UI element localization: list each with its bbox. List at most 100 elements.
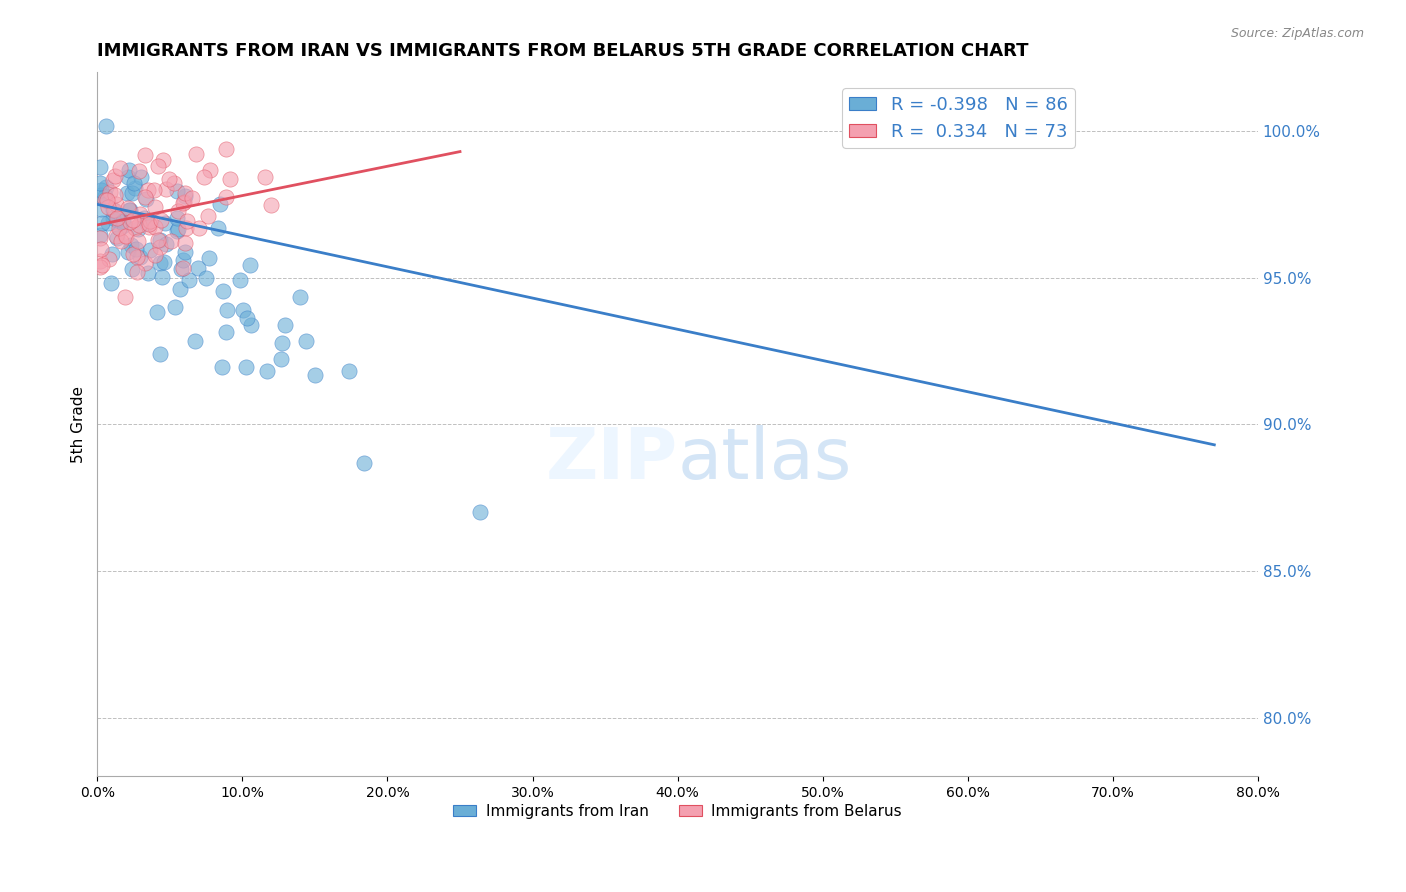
Point [146, 305, 169, 319]
Point [125, 242, 148, 256]
Point [93, 189, 115, 203]
Point [153, 254, 176, 268]
Point [155, 216, 177, 230]
Point [353, 456, 375, 470]
Point [127, 234, 149, 248]
Point [208, 197, 231, 211]
Point [157, 172, 180, 186]
Point [239, 318, 262, 333]
Point [138, 217, 160, 231]
Point [97, 216, 120, 230]
Point [337, 364, 360, 378]
Point [117, 245, 139, 260]
Point [117, 186, 139, 201]
Text: IMMIGRANTS FROM IRAN VS IMMIGRANTS FROM BELARUS 5TH GRADE CORRELATION CHART: IMMIGRANTS FROM IRAN VS IMMIGRANTS FROM … [97, 42, 1029, 60]
Point [155, 181, 177, 195]
Point [121, 261, 143, 276]
Point [135, 192, 157, 206]
Point [270, 351, 292, 366]
Point [174, 220, 197, 235]
Text: atlas: atlas [678, 425, 852, 494]
Point [176, 214, 198, 228]
Point [127, 265, 149, 279]
Point [110, 234, 132, 248]
Point [129, 169, 152, 184]
Point [166, 224, 188, 238]
Point [127, 222, 149, 236]
Point [235, 359, 257, 374]
Point [108, 220, 131, 235]
Point [93, 193, 115, 207]
Legend: Immigrants from Iran, Immigrants from Belarus: Immigrants from Iran, Immigrants from Be… [447, 797, 908, 825]
Point [173, 194, 195, 209]
Point [115, 229, 138, 244]
Point [197, 251, 219, 265]
Point [211, 284, 233, 298]
Point [124, 176, 146, 190]
Point [195, 271, 218, 285]
Point [149, 212, 172, 227]
Point [173, 189, 195, 203]
Point [104, 197, 127, 211]
Point [89, 254, 111, 268]
Point [105, 211, 128, 226]
Point [89, 231, 111, 245]
Point [122, 247, 145, 261]
Point [143, 219, 166, 234]
Point [304, 368, 326, 383]
Point [211, 360, 233, 375]
Point [148, 233, 170, 247]
Point [89, 260, 111, 275]
Point [104, 169, 127, 184]
Point [90, 188, 112, 202]
Point [111, 214, 134, 228]
Point [177, 272, 200, 286]
Point [105, 213, 128, 227]
Text: Source: ZipAtlas.com: Source: ZipAtlas.com [1230, 27, 1364, 40]
Point [236, 311, 259, 326]
Point [89, 227, 111, 242]
Point [94, 119, 117, 133]
Point [294, 334, 316, 349]
Point [193, 170, 215, 185]
Point [89, 161, 111, 175]
Point [468, 505, 491, 519]
Point [166, 184, 188, 198]
Point [290, 290, 312, 304]
Point [136, 183, 159, 197]
Point [90, 183, 112, 197]
Point [149, 233, 172, 247]
Point [163, 176, 186, 190]
Point [117, 203, 139, 218]
Point [134, 148, 156, 162]
Point [146, 159, 169, 173]
Point [270, 336, 292, 351]
Point [229, 273, 252, 287]
Point [215, 302, 238, 317]
Point [163, 300, 186, 314]
Point [100, 276, 122, 290]
Point [128, 218, 150, 232]
Point [105, 231, 128, 245]
Point [114, 228, 136, 243]
Point [232, 302, 254, 317]
Point [254, 169, 277, 184]
Point [91, 258, 114, 272]
Point [142, 183, 165, 197]
Point [108, 221, 131, 235]
Point [101, 202, 124, 217]
Point [98, 185, 121, 199]
Point [274, 318, 297, 332]
Point [134, 190, 156, 204]
Point [218, 172, 240, 186]
Point [166, 211, 188, 225]
Point [149, 240, 172, 254]
Point [174, 245, 197, 260]
Point [256, 363, 278, 377]
Point [172, 253, 194, 268]
Point [167, 221, 190, 235]
Point [138, 219, 160, 234]
Point [124, 180, 146, 194]
Point [136, 266, 159, 280]
Point [173, 235, 195, 250]
